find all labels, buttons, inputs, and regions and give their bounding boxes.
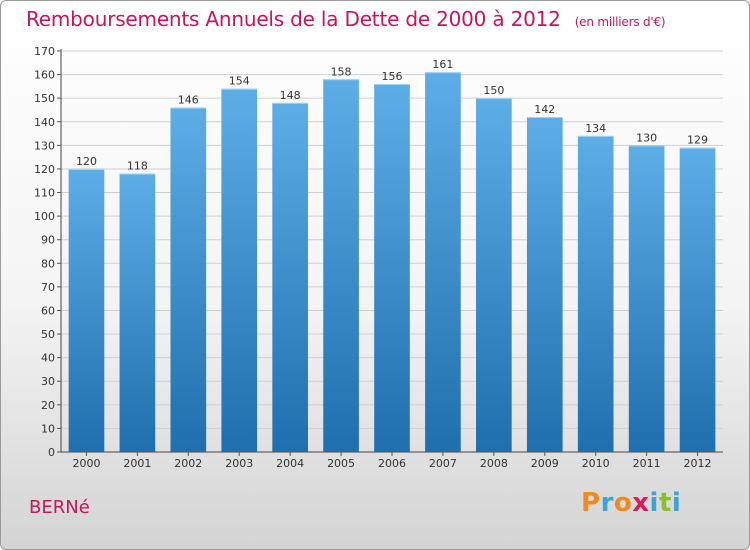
y-tick-label: 90 bbox=[41, 234, 55, 247]
title-text: Remboursements Annuels de la Dette de 20… bbox=[26, 7, 561, 31]
y-tick-label: 140 bbox=[34, 116, 55, 129]
y-tick-label: 30 bbox=[41, 375, 55, 388]
y-tick-label: 100 bbox=[34, 210, 55, 223]
logo-letter: i bbox=[649, 488, 659, 518]
y-tick-label: 0 bbox=[48, 446, 55, 459]
y-tick-label: 20 bbox=[41, 399, 55, 412]
logo-letter: x bbox=[632, 488, 650, 518]
data-label-2008: 150 bbox=[483, 84, 504, 97]
y-tick-label: 170 bbox=[34, 45, 55, 58]
y-tick-label: 60 bbox=[41, 304, 55, 317]
data-label-2010: 134 bbox=[585, 122, 606, 135]
y-tick-labels: 0 10 20 30 40 50 60 70 80 90 100 110 120 130 140 150 160… bbox=[34, 45, 61, 459]
data-label-2011: 130 bbox=[636, 131, 657, 144]
data-label-2001: 118 bbox=[127, 160, 148, 173]
chart-title: Remboursements Annuels de la Dette de 20… bbox=[26, 7, 666, 31]
x-tick-label-2004: 2004 bbox=[276, 457, 304, 470]
y-tick-label: 80 bbox=[41, 257, 55, 270]
logo-letter: o bbox=[613, 488, 633, 518]
y-tick-label: 10 bbox=[41, 422, 55, 435]
x-tick-label-2006: 2006 bbox=[378, 457, 406, 470]
y-tick-label: 40 bbox=[41, 352, 55, 365]
bar-2001 bbox=[119, 173, 156, 453]
logo-letter: i bbox=[671, 488, 682, 518]
data-label-2012: 129 bbox=[687, 134, 708, 147]
y-tick-label: 150 bbox=[34, 92, 55, 105]
x-tick-label-2007: 2007 bbox=[429, 457, 457, 470]
y-tick-label: 120 bbox=[34, 163, 55, 176]
x-tick-label-2003: 2003 bbox=[225, 457, 253, 470]
bar-2012 bbox=[679, 147, 716, 452]
bar-2004 bbox=[272, 102, 308, 453]
x-tick-label-2009: 2009 bbox=[531, 457, 559, 470]
x-tick-labels: 2000 2001 2002 2003 2004 2005 2006 2007 2008 2009… bbox=[72, 452, 712, 470]
data-label-2000: 120 bbox=[76, 155, 97, 168]
bar-2011 bbox=[628, 145, 665, 452]
bar-2005 bbox=[323, 79, 359, 453]
bars bbox=[68, 72, 716, 453]
data-label-2005: 158 bbox=[331, 65, 352, 78]
y-tick-label: 130 bbox=[34, 139, 55, 152]
y-tick-label: 70 bbox=[41, 281, 55, 294]
x-tick-label-2008: 2008 bbox=[480, 457, 508, 470]
data-label-2009: 142 bbox=[534, 103, 555, 116]
logo-letter: P bbox=[581, 488, 601, 518]
bar-2010 bbox=[577, 135, 614, 452]
x-tick-label-2001: 2001 bbox=[123, 457, 151, 470]
x-tick-label-2011: 2011 bbox=[633, 457, 661, 470]
bar-2008 bbox=[476, 98, 512, 453]
commune-name: BERNé bbox=[29, 497, 90, 518]
data-labels: 120 118 146 154 148 158 156 161 150 142 134 130 129 bbox=[76, 58, 708, 172]
y-tick-label: 110 bbox=[34, 187, 55, 200]
bar-2002 bbox=[170, 107, 207, 453]
logo-letter: r bbox=[600, 488, 614, 518]
y-tick-label: 160 bbox=[34, 69, 55, 82]
x-tick-label-2010: 2010 bbox=[582, 457, 610, 470]
bar-2006 bbox=[374, 84, 410, 452]
bar-2003 bbox=[221, 88, 258, 452]
bar-2007 bbox=[425, 72, 461, 453]
logo-letter: t bbox=[658, 488, 672, 518]
x-tick-label-2012: 2012 bbox=[684, 457, 712, 470]
bar-2000 bbox=[68, 168, 105, 453]
data-label-2006: 156 bbox=[382, 70, 403, 83]
y-tick-label: 50 bbox=[41, 328, 55, 341]
bar-2009 bbox=[526, 117, 563, 452]
data-label-2002: 146 bbox=[178, 94, 199, 107]
x-tick-label-2000: 2000 bbox=[72, 457, 100, 470]
data-label-2007: 161 bbox=[432, 58, 453, 71]
data-label-2004: 148 bbox=[280, 89, 301, 102]
data-label-2003: 154 bbox=[229, 75, 250, 88]
proxiti-logo[interactable]: Proxiti bbox=[581, 488, 681, 518]
x-tick-label-2005: 2005 bbox=[327, 457, 355, 470]
x-tick-label-2002: 2002 bbox=[174, 457, 202, 470]
title-unit: (en milliers d'€) bbox=[574, 15, 666, 29]
